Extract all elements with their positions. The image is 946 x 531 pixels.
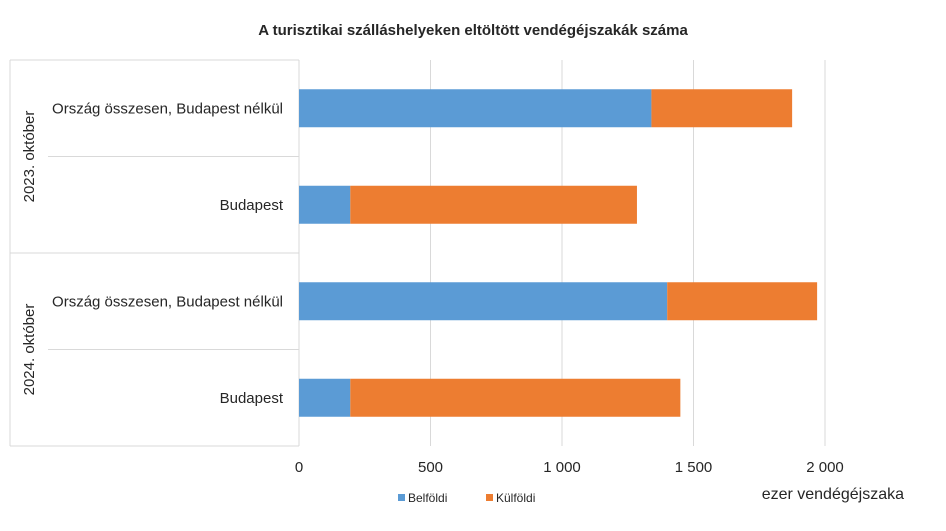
bars	[299, 89, 818, 417]
bar-külföldi-0	[651, 89, 793, 128]
x-tick-label: 0	[295, 459, 303, 476]
bar-külföldi-2	[667, 282, 818, 321]
legend-swatch-külföldi	[486, 494, 493, 501]
category-label: Ország összesen, Budapest nélkül	[52, 293, 283, 310]
x-tick-label: 1 000	[543, 459, 581, 476]
bar-külföldi-1	[350, 185, 637, 224]
x-tick-labels: 0 500 1 000 1 500 2 000	[295, 459, 844, 476]
group-label: 2024. október	[21, 304, 38, 396]
category-label: Budapest	[220, 390, 284, 407]
legend: Belföldi Külföldi	[398, 491, 535, 505]
category-labels: Ország összesen, Budapest nélkül Budapest…	[52, 100, 284, 407]
group-label: 2023. október	[21, 111, 38, 203]
group-labels: 2023. október 2024. október	[21, 111, 38, 396]
category-label: Budapest	[220, 197, 284, 214]
x-tick-label: 500	[418, 459, 443, 476]
x-tick-label: 1 500	[675, 459, 713, 476]
bar-külföldi-3	[350, 378, 681, 417]
category-label: Ország összesen, Budapest nélkül	[52, 100, 283, 117]
bar-belföldi-1	[299, 185, 351, 224]
x-tick-label: 2 000	[806, 459, 844, 476]
legend-swatch-belföldi	[398, 494, 405, 501]
bar-belföldi-0	[299, 89, 652, 128]
bar-belföldi-2	[299, 282, 668, 321]
chart-title: A turisztikai szálláshelyeken eltöltött …	[258, 22, 688, 39]
legend-label-külföldi: Külföldi	[496, 491, 535, 505]
bar-belföldi-3	[299, 378, 351, 417]
legend-label-belföldi: Belföldi	[408, 491, 447, 505]
x-axis-label: ezer vendégéjszaka	[762, 486, 904, 503]
category-axis-frame	[9, 59, 300, 447]
